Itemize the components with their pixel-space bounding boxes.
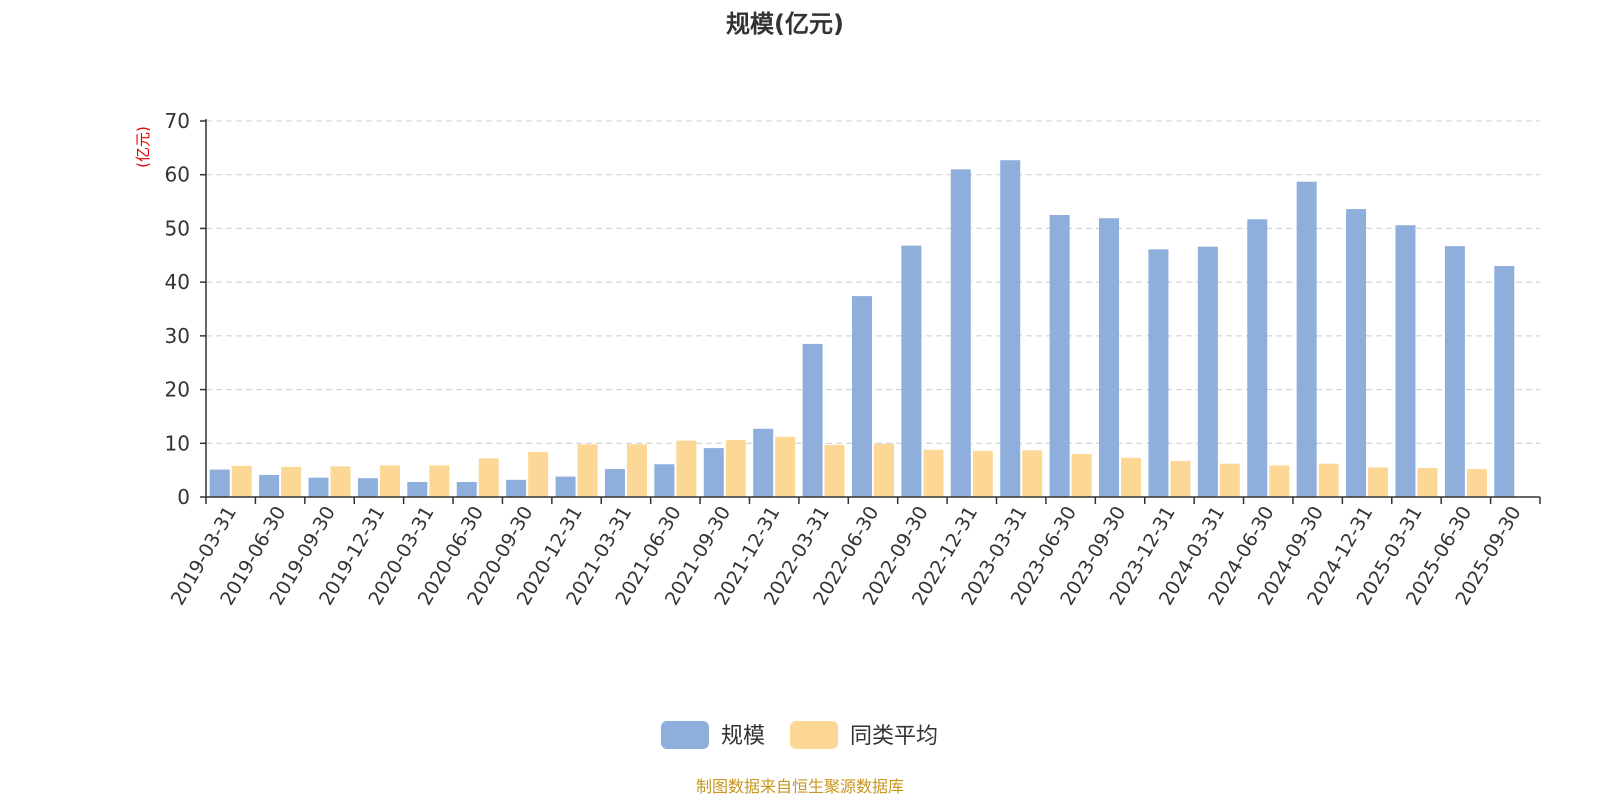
bar-scale[interactable] xyxy=(1395,225,1416,497)
y-tick-label: 60 xyxy=(165,163,190,187)
y-tick-label: 50 xyxy=(165,216,190,240)
bar-scale[interactable] xyxy=(703,448,724,497)
bar-peer-average[interactable] xyxy=(626,444,647,497)
bar-peer-average[interactable] xyxy=(281,466,302,497)
bar-scale[interactable] xyxy=(506,479,527,497)
bar-peer-average[interactable] xyxy=(1022,450,1043,497)
bar-peer-average[interactable] xyxy=(874,443,894,497)
bar-scale[interactable] xyxy=(1494,266,1515,497)
bar-peer-average[interactable] xyxy=(379,465,400,497)
bar-peer-average[interactable] xyxy=(231,465,252,497)
bar-scale[interactable] xyxy=(209,469,230,497)
grid-lines xyxy=(206,120,1540,444)
axes xyxy=(205,119,1540,498)
y-tick-labels: 0 10 20 30 40 50 60 70 xyxy=(165,109,206,509)
bar-scale[interactable] xyxy=(456,481,477,497)
bar-peer-average[interactable] xyxy=(824,444,845,497)
bar-scale[interactable] xyxy=(604,469,625,497)
legend-label-peer-average: 同类平均 xyxy=(850,724,938,749)
bar-peer-average[interactable] xyxy=(1219,463,1240,497)
bar-scale[interactable] xyxy=(1247,219,1268,497)
bar-scale[interactable] xyxy=(852,296,872,497)
bar-peer-average[interactable] xyxy=(1121,457,1142,497)
bar-peer-average[interactable] xyxy=(429,465,450,497)
bar-peer-average[interactable] xyxy=(1170,461,1191,497)
legend-swatch-scale xyxy=(661,721,709,749)
y-tick-label: 70 xyxy=(165,109,190,133)
legend: 规模 同类平均 xyxy=(661,721,938,749)
bar-scale[interactable] xyxy=(1099,218,1120,498)
chart-title: 规模(亿元) xyxy=(726,10,844,38)
bar-peer-average[interactable] xyxy=(923,449,944,497)
bar-scale[interactable] xyxy=(1148,249,1169,497)
bars xyxy=(209,160,1515,498)
y-axis-unit-label: (亿元) xyxy=(134,126,152,168)
bar-peer-average[interactable] xyxy=(1269,465,1290,497)
bar-peer-average[interactable] xyxy=(1417,467,1438,497)
bar-scale[interactable] xyxy=(654,464,675,497)
legend-item-scale[interactable]: 规模 xyxy=(661,721,765,749)
bar-peer-average[interactable] xyxy=(1318,463,1339,497)
bar-peer-average[interactable] xyxy=(775,436,796,497)
x-tick-labels: 2019-03-312019-06-302019-09-302019-12-31… xyxy=(167,497,1541,609)
bar-peer-average[interactable] xyxy=(330,466,351,497)
bar-scale[interactable] xyxy=(259,474,280,497)
bar-scale[interactable] xyxy=(1000,160,1021,497)
bar-peer-average[interactable] xyxy=(1071,454,1092,497)
bar-scale[interactable] xyxy=(407,481,428,497)
bar-peer-average[interactable] xyxy=(577,444,598,497)
data-source-note: 制图数据来自恒生聚源数据库 xyxy=(696,777,904,796)
bar-scale[interactable] xyxy=(1049,215,1070,497)
legend-item-peer-average[interactable]: 同类平均 xyxy=(790,721,938,749)
bar-scale[interactable] xyxy=(802,343,823,497)
legend-swatch-peer-average xyxy=(790,721,838,749)
bar-scale[interactable] xyxy=(901,245,922,497)
bar-scale[interactable] xyxy=(357,478,378,497)
bar-peer-average[interactable] xyxy=(972,450,993,497)
legend-label-scale: 规模 xyxy=(721,724,765,749)
bar-scale[interactable] xyxy=(950,169,971,498)
bar-peer-average[interactable] xyxy=(725,440,746,497)
y-tick-label: 30 xyxy=(165,324,190,348)
bar-peer-average[interactable] xyxy=(528,451,549,497)
bar-scale[interactable] xyxy=(308,477,329,497)
bar-scale[interactable] xyxy=(1197,246,1218,497)
bar-peer-average[interactable] xyxy=(676,440,697,497)
y-tick-label: 20 xyxy=(165,378,190,402)
bar-peer-average[interactable] xyxy=(1368,467,1389,497)
y-tick-label: 10 xyxy=(165,431,190,455)
bar-peer-average[interactable] xyxy=(478,458,499,497)
bar-scale[interactable] xyxy=(753,428,774,497)
bar-scale[interactable] xyxy=(555,476,576,497)
bar-peer-average[interactable] xyxy=(1466,469,1487,497)
y-tick-label: 0 xyxy=(177,485,190,509)
y-tick-label: 40 xyxy=(165,270,190,294)
bar-scale[interactable] xyxy=(1346,209,1367,497)
bar-scale[interactable] xyxy=(1444,246,1465,497)
bar-scale[interactable] xyxy=(1296,181,1317,497)
